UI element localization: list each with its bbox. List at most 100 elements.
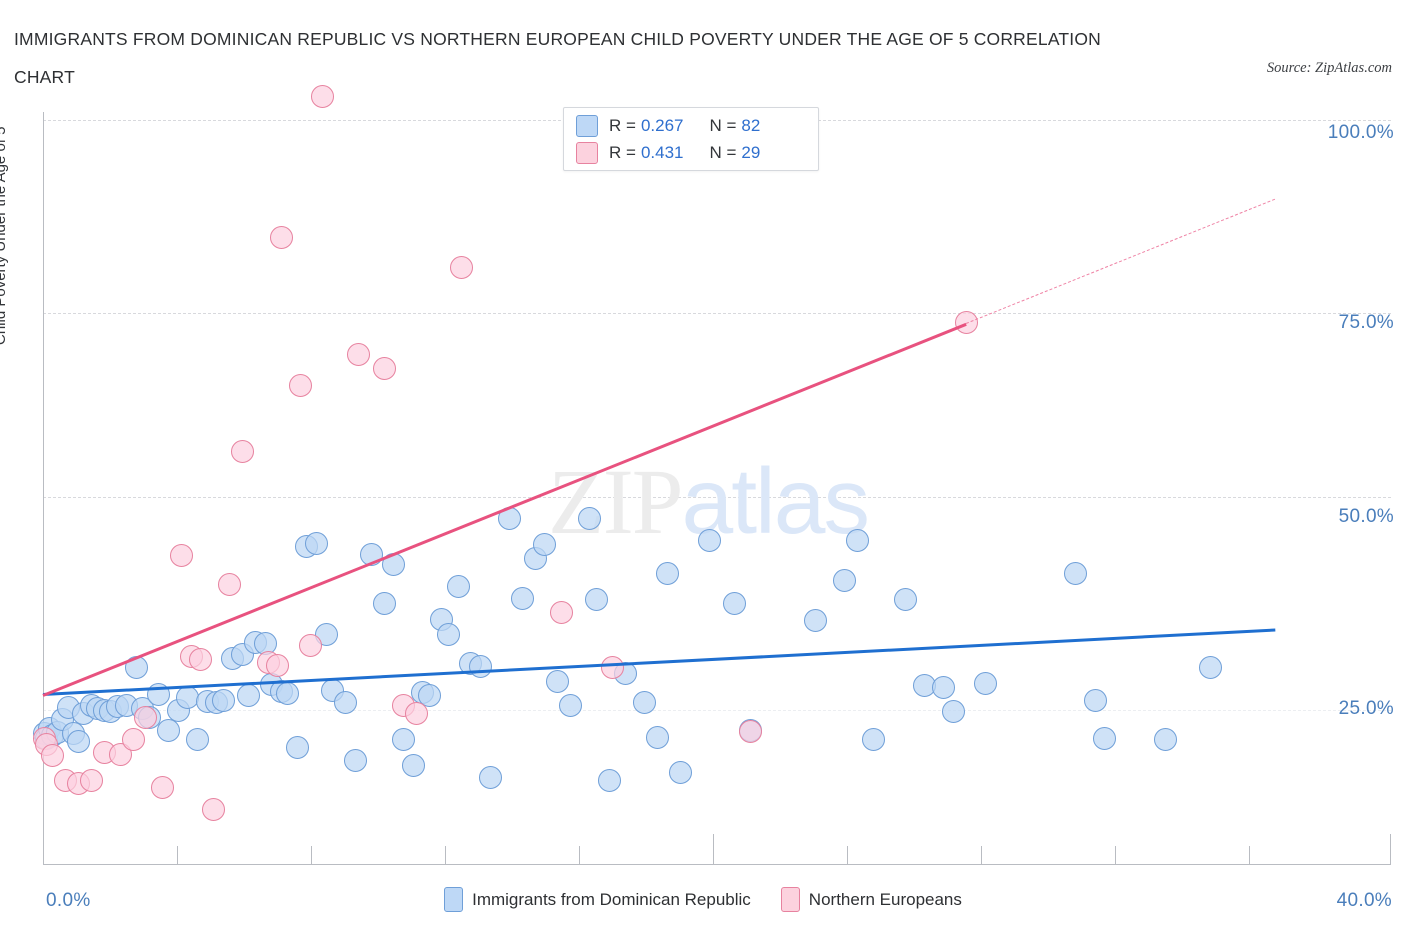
data-point[interactable] <box>803 608 827 632</box>
data-point[interactable] <box>478 766 502 790</box>
data-point[interactable] <box>597 769 621 793</box>
data-point[interactable] <box>510 586 534 610</box>
data-point[interactable] <box>189 648 213 672</box>
data-point[interactable] <box>391 727 415 751</box>
stats-n-label-pink: N = <box>709 143 737 162</box>
data-point[interactable] <box>156 718 180 742</box>
data-point[interactable] <box>723 592 747 616</box>
stats-n-value-blue: 82 <box>741 116 761 135</box>
data-point[interactable] <box>655 562 679 586</box>
data-point[interactable] <box>147 682 171 706</box>
stats-n-label-blue: N = <box>709 116 737 135</box>
legend-label-northern-europeans: Northern Europeans <box>808 889 962 909</box>
x-tick-6 <box>847 846 848 864</box>
data-point[interactable] <box>285 736 309 760</box>
data-point[interactable] <box>1154 728 1178 752</box>
data-point[interactable] <box>546 670 570 694</box>
data-point[interactable] <box>202 797 226 821</box>
x-tick-0 <box>43 846 44 864</box>
data-point[interactable] <box>404 701 428 725</box>
stats-legend: R = 0.267 N = 82 R = 0.431 N = 29 <box>563 107 819 171</box>
legend-item-northern-europeans[interactable]: Northern Europeans <box>780 887 962 912</box>
data-point[interactable] <box>346 342 370 366</box>
data-point[interactable] <box>134 706 158 730</box>
data-point[interactable] <box>304 531 328 555</box>
data-point[interactable] <box>298 633 322 657</box>
data-point[interactable] <box>276 681 300 705</box>
data-point[interactable] <box>697 528 721 552</box>
data-point[interactable] <box>549 600 573 624</box>
data-point[interactable] <box>66 729 90 753</box>
data-point[interactable] <box>372 591 396 615</box>
data-point[interactable] <box>668 761 692 785</box>
data-point[interactable] <box>1093 726 1117 750</box>
x-tick-2 <box>311 846 312 864</box>
data-point[interactable] <box>218 573 242 597</box>
data-point[interactable] <box>401 753 425 777</box>
data-point[interactable] <box>932 675 956 699</box>
data-point[interactable] <box>646 726 670 750</box>
data-point[interactable] <box>343 748 367 772</box>
data-point[interactable] <box>237 684 261 708</box>
data-point[interactable] <box>124 656 148 680</box>
y-tick-50: 50.0% <box>1338 506 1394 527</box>
data-point[interactable] <box>333 690 357 714</box>
data-point[interactable] <box>1064 561 1088 585</box>
data-point[interactable] <box>600 656 624 680</box>
data-point[interactable] <box>559 693 583 717</box>
data-point[interactable] <box>469 655 493 679</box>
data-point[interactable] <box>974 671 998 695</box>
x-tick-4 <box>579 846 580 864</box>
data-point[interactable] <box>79 768 103 792</box>
data-point[interactable] <box>269 225 293 249</box>
data-point[interactable] <box>185 727 209 751</box>
stats-swatch-pink <box>576 142 598 164</box>
data-point[interactable] <box>417 684 441 708</box>
data-point[interactable] <box>372 357 396 381</box>
data-point[interactable] <box>266 654 290 678</box>
data-point[interactable] <box>359 542 383 566</box>
data-point[interactable] <box>845 529 869 553</box>
x-tick-10 <box>1390 834 1391 864</box>
data-point[interactable] <box>382 552 406 576</box>
data-point[interactable] <box>169 544 193 568</box>
data-point[interactable] <box>861 728 885 752</box>
data-point[interactable] <box>230 440 254 464</box>
stats-r-value-blue: 0.267 <box>640 116 684 135</box>
page-title: IMMIGRANTS FROM DOMINICAN REPUBLIC VS NO… <box>14 29 1102 87</box>
data-point[interactable] <box>498 506 522 530</box>
x-axis-line <box>43 864 1391 865</box>
legend-swatch-northern-europeans <box>780 887 800 912</box>
data-point[interactable] <box>584 588 608 612</box>
x-tick-1 <box>177 846 178 864</box>
data-point[interactable] <box>954 311 978 335</box>
data-point[interactable] <box>1083 689 1107 713</box>
data-point[interactable] <box>446 574 470 598</box>
data-point[interactable] <box>150 775 174 799</box>
data-point[interactable] <box>893 588 917 612</box>
legend-item-immigrants[interactable]: Immigrants from Dominican Republic <box>444 887 751 912</box>
data-point[interactable] <box>288 374 312 398</box>
trendline-northern-europeans <box>42 323 967 698</box>
data-point[interactable] <box>311 84 335 108</box>
data-point[interactable] <box>436 622 460 646</box>
data-point[interactable] <box>942 700 966 724</box>
data-point[interactable] <box>1199 656 1223 680</box>
data-point[interactable] <box>739 719 763 743</box>
data-point[interactable] <box>449 256 473 280</box>
data-point[interactable] <box>533 532 557 556</box>
x-axis-max-label: 40.0% <box>1336 890 1392 911</box>
data-point[interactable] <box>41 744 65 768</box>
stats-r-value-pink: 0.431 <box>640 143 684 162</box>
data-point[interactable] <box>633 690 657 714</box>
stats-row-pink: R = 0.431 N = 29 <box>576 139 760 167</box>
data-point[interactable] <box>211 689 235 713</box>
data-point[interactable] <box>832 568 856 592</box>
y-tick-75: 75.0% <box>1338 312 1394 333</box>
data-point[interactable] <box>578 506 602 530</box>
x-tick-7 <box>981 846 982 864</box>
x-tick-5 <box>713 834 714 864</box>
y-tick-25: 25.0% <box>1338 698 1394 719</box>
data-point[interactable] <box>121 727 145 751</box>
